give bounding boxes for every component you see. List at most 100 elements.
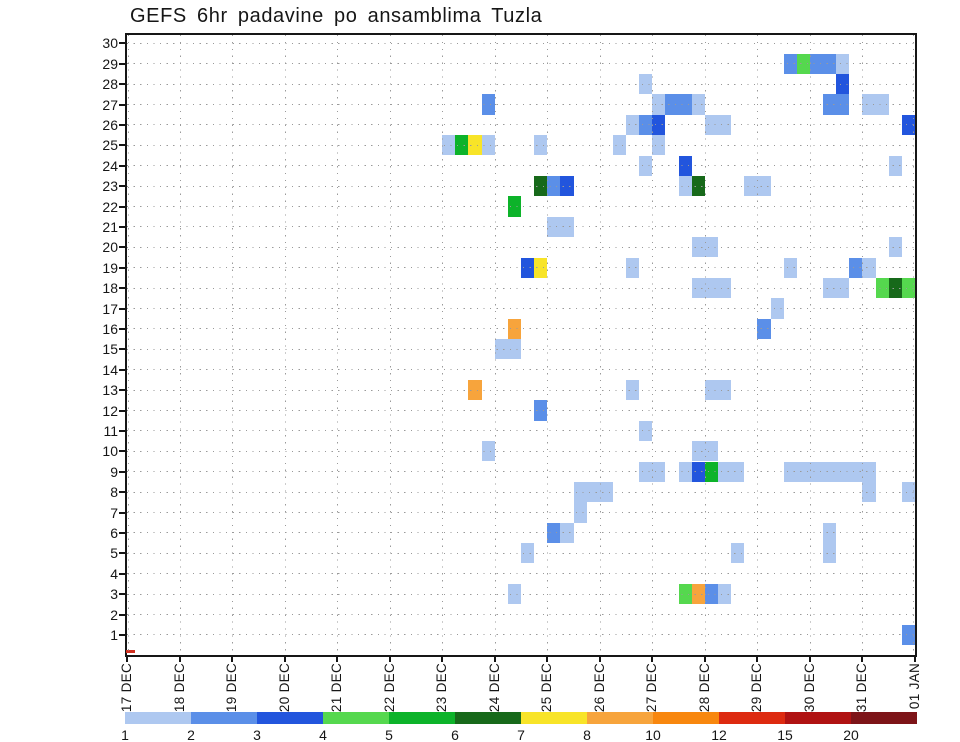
grid-hline [127, 389, 915, 391]
y-tick-label: 21 [102, 218, 118, 235]
y-tick [119, 470, 127, 473]
y-tick [119, 613, 127, 616]
x-tick-label: 24 DEC [486, 663, 502, 713]
x-tick-label: 18 DEC [171, 663, 187, 713]
y-tick-label: 1 [110, 626, 118, 643]
legend-color-segment [851, 712, 917, 724]
grid-vline [494, 35, 496, 655]
y-tick-label: 20 [102, 239, 118, 256]
y-tick [119, 409, 127, 412]
x-tick-label: 26 DEC [591, 663, 607, 713]
y-tick [119, 633, 127, 636]
y-tick-label: 23 [102, 178, 118, 195]
x-tick [703, 655, 706, 662]
grid-hline [127, 348, 915, 350]
y-tick-label: 19 [102, 259, 118, 276]
grid-hline [127, 573, 915, 575]
grid-vline [757, 35, 759, 655]
y-tick-label: 25 [102, 137, 118, 154]
grid-hline [127, 124, 915, 126]
x-tick-label: 01 JAN [907, 663, 922, 710]
y-tick [119, 164, 127, 167]
x-tick [598, 655, 601, 662]
y-tick-label: 7 [110, 504, 118, 521]
y-tick [119, 62, 127, 65]
x-tick [493, 655, 496, 662]
x-tick-label: 17 DEC [119, 663, 134, 713]
y-tick [119, 368, 127, 371]
grid-hline [127, 165, 915, 167]
y-tick [119, 287, 127, 290]
x-tick-label: 23 DEC [434, 663, 450, 713]
x-tick-label: 31 DEC [854, 663, 870, 713]
time-marker [126, 650, 135, 653]
y-tick [119, 511, 127, 514]
x-tick [126, 655, 128, 662]
y-tick [119, 42, 127, 45]
grid-hline [127, 267, 915, 269]
y-tick-label: 10 [102, 443, 118, 460]
grid-vline [389, 35, 391, 655]
x-tick-label: 30 DEC [801, 663, 817, 713]
grid-hline [127, 369, 915, 371]
legend-color-segment [719, 712, 785, 724]
grid-hline [127, 185, 915, 187]
grid-hline [127, 328, 915, 330]
grid-vline [704, 35, 706, 655]
x-tick-label: 29 DEC [749, 663, 765, 713]
legend-tick-label: 7 [517, 727, 525, 742]
grid-hline [127, 593, 915, 595]
y-tick-label: 14 [102, 361, 118, 378]
x-tick-label: 19 DEC [224, 663, 240, 713]
grid-hline [127, 206, 915, 207]
y-tick [119, 246, 127, 249]
grid-hline [127, 144, 915, 146]
x-tick [388, 655, 391, 662]
grid-hline [127, 63, 915, 65]
y-tick-label: 2 [110, 606, 118, 623]
x-tick-label: 27 DEC [644, 663, 660, 713]
y-tick [119, 572, 127, 575]
y-tick-label: 29 [102, 55, 118, 72]
grid-vline [652, 35, 654, 655]
x-tick-label: 25 DEC [539, 663, 555, 713]
grid-vline [179, 35, 181, 655]
legend-tick-label: 8 [583, 727, 591, 742]
y-tick [119, 327, 127, 330]
y-tick-label: 18 [102, 280, 118, 297]
grid-hline [127, 532, 915, 534]
y-tick [119, 103, 127, 106]
legend-tick-label: 10 [645, 727, 661, 742]
grid-hline [127, 308, 915, 309]
grid-hline [127, 83, 915, 85]
y-tick [119, 450, 127, 453]
grid-hline [127, 430, 915, 432]
grid-hline [127, 246, 915, 248]
legend-tick-label: 5 [385, 727, 393, 742]
y-tick-label: 16 [102, 320, 118, 337]
legend-color-segment [587, 712, 653, 724]
grid-hline [127, 471, 915, 473]
x-tick-label: 21 DEC [329, 663, 345, 713]
y-tick [119, 225, 127, 228]
legend-color-segment [653, 712, 719, 724]
x-tick-label: 20 DEC [276, 663, 292, 713]
grid-hline [127, 491, 915, 493]
y-tick [119, 531, 127, 534]
grid-vline [128, 35, 129, 655]
legend-color-segment [521, 712, 587, 724]
y-tick-label: 17 [102, 300, 118, 317]
y-tick-label: 15 [102, 341, 118, 358]
legend-colorbar [125, 712, 917, 724]
grid-vline [809, 35, 811, 655]
legend-tick-label: 6 [451, 727, 459, 742]
y-tick [119, 389, 127, 392]
y-tick [119, 307, 127, 310]
legend-color-segment [785, 712, 851, 724]
legend-color-segment [257, 712, 323, 724]
grid-hline [127, 552, 915, 554]
legend-tick-label: 4 [319, 727, 327, 742]
x-tick-label: 28 DEC [696, 663, 712, 713]
y-tick-label: 27 [102, 96, 118, 113]
